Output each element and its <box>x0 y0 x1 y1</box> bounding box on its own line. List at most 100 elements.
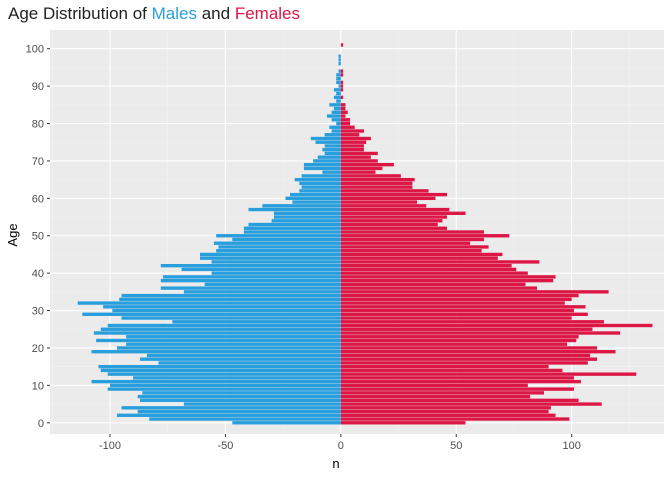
male-bar <box>303 162 341 167</box>
male-bar <box>301 185 341 189</box>
female-bar <box>340 335 579 339</box>
male-bar <box>317 155 341 159</box>
female-bar <box>340 155 371 159</box>
female-bar <box>340 84 344 88</box>
female-bar <box>340 290 609 294</box>
female-bar <box>340 189 429 193</box>
male-bar <box>82 312 341 316</box>
male-bar <box>121 293 341 298</box>
female-bar <box>340 215 448 219</box>
female-bar <box>340 372 637 376</box>
male-bar <box>137 394 341 399</box>
female-bar <box>340 185 413 189</box>
male-bar <box>218 245 341 249</box>
male-bar <box>121 406 341 410</box>
female-bar <box>340 118 351 122</box>
female-bar <box>340 234 510 238</box>
female-bar <box>340 368 563 373</box>
female-bar <box>340 121 351 126</box>
male-bar <box>107 323 341 328</box>
male-bar <box>333 88 341 92</box>
title-middle: and <box>197 4 235 23</box>
female-bar <box>340 129 364 133</box>
male-bar <box>336 76 341 81</box>
y-tick-label: 60 <box>32 193 44 205</box>
x-tick-label: -100 <box>99 440 121 452</box>
male-bar <box>338 61 341 66</box>
male-bar <box>338 84 341 88</box>
male-bar <box>331 118 341 122</box>
male-bar <box>273 215 341 219</box>
female-bar <box>340 308 574 313</box>
male-bar <box>299 181 341 186</box>
female-bar <box>340 106 346 111</box>
female-bar <box>340 278 554 283</box>
male-bars <box>77 54 341 425</box>
female-bar <box>340 80 344 85</box>
female-bar <box>340 162 394 167</box>
female-bar <box>340 211 466 215</box>
female-bar <box>340 200 418 204</box>
y-axis-title: Age <box>5 223 20 246</box>
female-bar <box>340 249 482 253</box>
y-tick-label: 50 <box>32 231 44 243</box>
female-bar <box>340 140 367 144</box>
male-bar <box>112 308 341 313</box>
male-bar <box>303 166 341 171</box>
y-tick-label: 90 <box>32 81 44 93</box>
male-bar <box>336 73 341 77</box>
female-bar <box>340 174 401 178</box>
female-bar <box>340 196 436 201</box>
male-bar <box>107 387 341 391</box>
female-bar <box>340 312 588 316</box>
female-bar <box>340 316 572 320</box>
female-bar <box>340 327 593 331</box>
female-bar <box>340 110 348 114</box>
female-bar <box>340 219 443 223</box>
male-bar <box>324 144 341 148</box>
male-bar <box>248 207 341 212</box>
female-bar <box>340 394 531 399</box>
male-bar <box>160 263 341 268</box>
male-bar <box>285 196 341 201</box>
male-bar <box>100 327 341 331</box>
female-bar <box>340 267 517 272</box>
male-bar <box>93 331 341 335</box>
female-bar <box>340 136 371 141</box>
female-bar <box>340 305 586 309</box>
female-bar <box>340 275 556 279</box>
female-bar <box>340 282 526 287</box>
male-bar <box>290 192 341 197</box>
female-bar <box>340 402 602 406</box>
female-bar <box>340 159 378 163</box>
female-bar <box>340 331 621 335</box>
female-bar <box>340 271 528 275</box>
female-bar <box>340 133 360 137</box>
male-bar <box>336 121 341 126</box>
male-bar <box>110 383 341 388</box>
female-bar <box>340 301 565 305</box>
x-axis: -100 -50 0 50 100 <box>99 434 581 452</box>
male-bar <box>313 159 341 163</box>
male-bar <box>273 211 341 215</box>
female-bar <box>340 204 427 208</box>
male-bar <box>121 316 341 320</box>
female-bar <box>340 241 471 245</box>
female-bar <box>340 192 448 197</box>
female-bar <box>340 114 346 118</box>
female-bar <box>340 413 556 417</box>
female-bar <box>340 376 574 380</box>
male-bar <box>243 226 341 230</box>
male-bar <box>96 338 341 343</box>
male-bar <box>142 391 341 395</box>
male-bar <box>324 133 341 137</box>
male-bar <box>292 200 341 204</box>
female-bar <box>340 69 344 73</box>
female-bar <box>340 260 540 264</box>
male-bar <box>126 335 341 339</box>
female-bar <box>340 297 572 302</box>
female-bar <box>340 417 570 421</box>
female-bar <box>340 406 551 410</box>
male-bar <box>336 91 341 96</box>
y-tick-label: 100 <box>26 44 44 56</box>
